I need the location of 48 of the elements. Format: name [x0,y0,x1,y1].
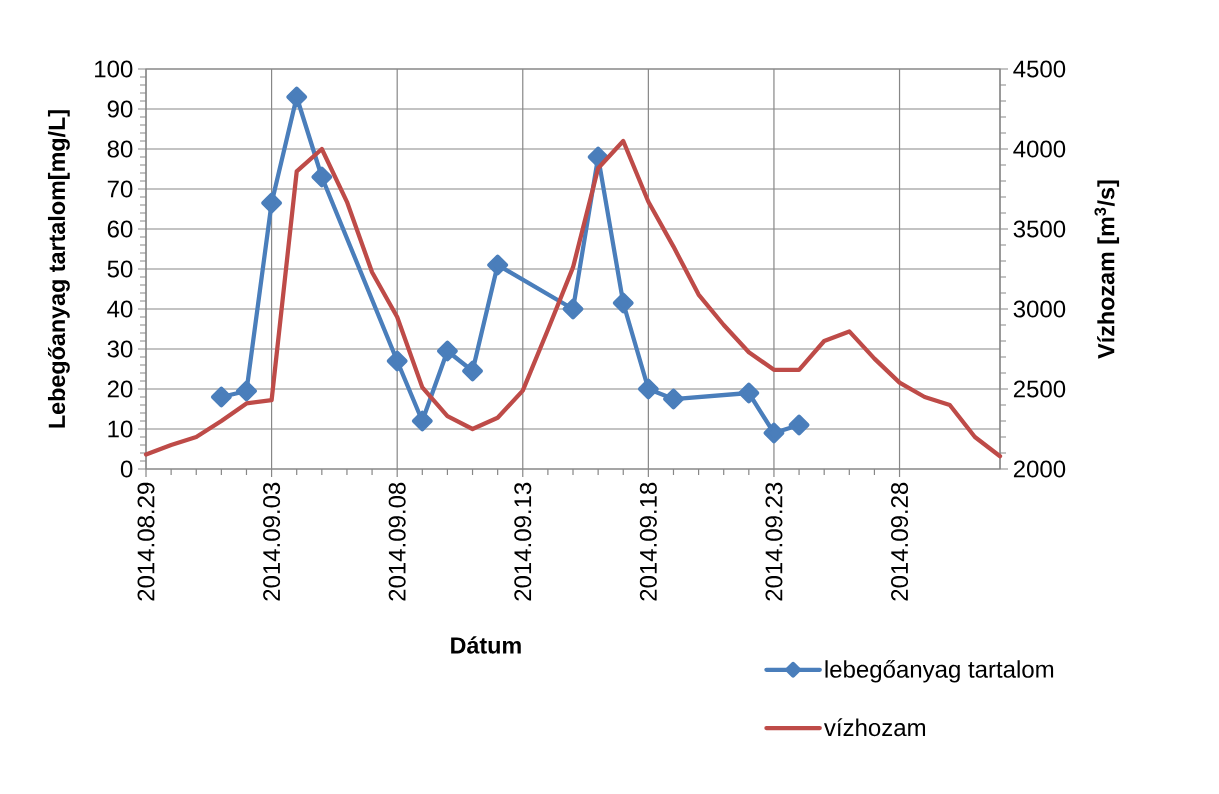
point [386,350,408,372]
point [261,192,283,214]
point [663,388,684,410]
y2-tick-label: 2000 [1013,460,1066,478]
y2-axis-title: Vízhozam [m$^{3}$/s] [1094,180,1120,359]
x-tick-label: 2014.09.28 [891,482,909,601]
point [788,414,810,436]
y-tick-label: 40 [107,300,133,318]
point [738,382,760,404]
point [311,166,333,188]
y-tick-label: 20 [107,380,133,398]
x-tick-label: 2014.09.13 [514,482,532,601]
y2-tick-label: 3500 [1013,220,1066,238]
x-tick-label: 2014.09.23 [765,482,783,601]
point [210,386,232,408]
y-tick-label: 80 [107,140,133,158]
y2-tick-label: 3000 [1013,300,1066,318]
point [587,146,609,168]
y-tick-label: 10 [108,420,133,438]
point [462,360,483,382]
y-tick-label: 50 [107,260,133,278]
point [637,378,659,400]
x-tick-label: 2014.09.18 [639,482,657,601]
x-tick-label: 2014.09.08 [388,482,406,601]
y-tick-label: 60 [107,220,133,238]
y-tick-label: 70 [107,180,133,198]
line-series [143,138,1003,459]
x-tick-label: 2014.08.29 [137,482,155,601]
y-tick-label: 90 [107,100,133,118]
y-tick-label: 100 [95,60,133,78]
point [436,340,458,362]
point [487,254,509,276]
point [763,422,785,444]
y2-tick-label: 2500 [1013,380,1066,398]
y-tick-label: 0 [120,460,133,478]
point [562,298,584,320]
y2-tick-label: 4000 [1013,140,1066,158]
legend-label: lebegőanyag tartalom [825,659,1054,683]
y2-tick-label: 4500 [1013,60,1066,78]
y-axis-title: Lebegőanyag tartalom[mg/L] [47,110,70,428]
legend-label: vízhozam [823,718,926,737]
point [286,86,308,108]
y-tick-label: 30 [107,340,133,358]
x-axis-title: Dátum [451,636,521,654]
point [612,292,634,314]
point [236,380,257,402]
point [411,410,433,432]
x-tick-label: 2014.09.03 [263,482,281,601]
